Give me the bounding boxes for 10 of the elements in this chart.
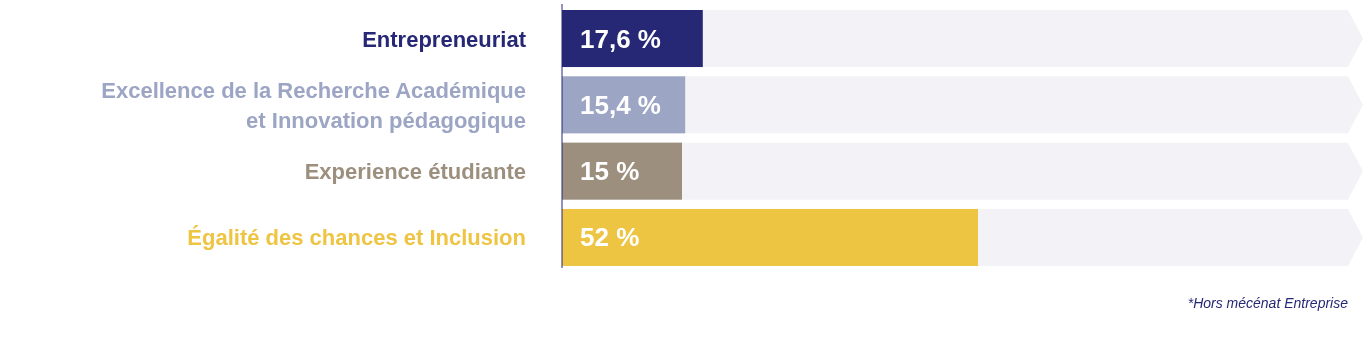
y-tick-label: Entrepreneuriat bbox=[362, 26, 527, 52]
data-label: 52 % bbox=[580, 222, 640, 253]
text: *Hors mécénat Entreprise bbox=[1187, 295, 1349, 311]
data-label: 15,4 % bbox=[580, 89, 661, 120]
data-label: 15 % bbox=[580, 156, 640, 187]
data-label: 17,6 % bbox=[580, 23, 661, 54]
y-tick-label: Égalité des chances et Inclusion bbox=[187, 224, 526, 250]
bar bbox=[562, 142, 682, 200]
y-tick-label: Experience étudiante bbox=[304, 158, 526, 184]
y-tick-label: Excellence de la Recherche Académique et Innovation pédagogique bbox=[101, 77, 526, 133]
